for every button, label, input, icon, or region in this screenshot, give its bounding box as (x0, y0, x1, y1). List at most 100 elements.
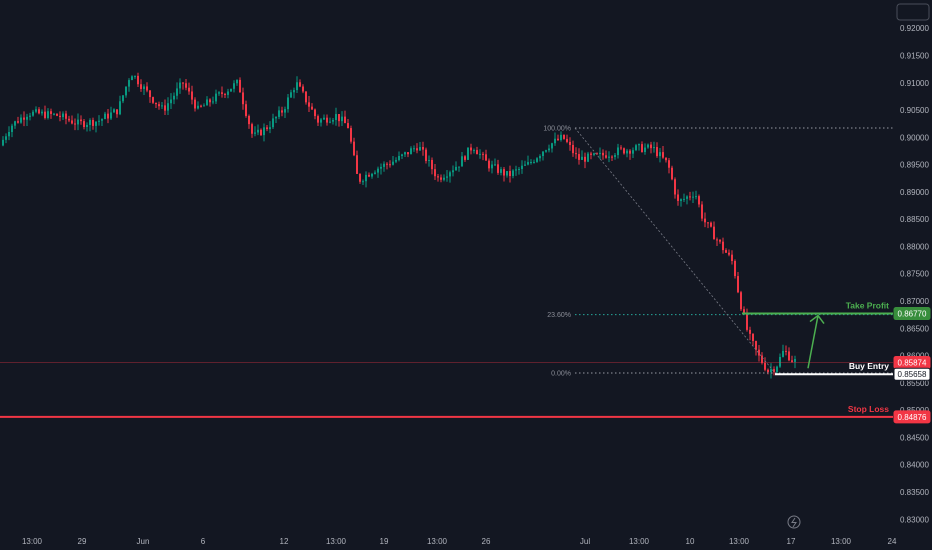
candle-body (587, 153, 589, 162)
candle-body (494, 164, 496, 166)
candle-body (557, 138, 559, 141)
candle-body (284, 109, 286, 113)
candle-body (746, 313, 748, 330)
candle-body (35, 109, 37, 112)
candle-body (212, 101, 214, 103)
candle-body (83, 121, 85, 128)
candle-body (674, 179, 676, 195)
candle-body (425, 149, 427, 161)
candle-body (698, 196, 700, 205)
candle-body (650, 144, 652, 149)
candle-body (773, 369, 775, 372)
candle-body (8, 131, 10, 137)
candle-body (227, 91, 229, 95)
take-profit-tag (893, 307, 931, 321)
y-tick-label: 0.86500 (900, 324, 929, 333)
candle-body (143, 86, 145, 89)
lightning-icon[interactable] (787, 515, 801, 529)
candle-body (311, 106, 313, 110)
candle-body (488, 160, 490, 169)
candle-body (5, 136, 7, 140)
candle-body (515, 169, 517, 171)
candle-body (644, 147, 646, 152)
y-tick-label: 0.90000 (900, 133, 929, 142)
x-tick-label: 29 (78, 537, 87, 546)
candle-body (362, 181, 364, 183)
candle-body (206, 99, 208, 106)
candle-body (710, 222, 712, 227)
candle-body (176, 88, 178, 96)
y-tick-label: 0.88500 (900, 215, 929, 224)
x-tick-label: 13:00 (22, 537, 43, 546)
candle-body (275, 116, 277, 119)
candle-body (59, 115, 61, 118)
x-tick-label: 6 (201, 537, 206, 546)
candle-body (551, 143, 553, 149)
candle-body (728, 252, 730, 255)
candle-body (335, 114, 337, 120)
candle-body (764, 362, 766, 370)
candle-body (104, 113, 106, 120)
candle-body (146, 86, 148, 91)
candle-body (221, 92, 223, 94)
candle-body (236, 79, 238, 84)
fib-level-label: 100.00% (543, 126, 571, 133)
candle-body (296, 82, 298, 91)
candle-body (353, 141, 355, 156)
candle-body (266, 127, 268, 130)
candle-body (449, 172, 451, 177)
candle-body (161, 105, 163, 107)
axis-price-box[interactable] (896, 3, 930, 21)
candle-body (656, 147, 658, 157)
candle-body (614, 155, 616, 157)
candle-body (320, 119, 322, 123)
candle-body (269, 127, 271, 130)
candle-body (647, 144, 649, 148)
stop-loss-tag (893, 410, 931, 424)
candle-body (485, 154, 487, 161)
fib-trend-line[interactable] (574, 127, 776, 374)
y-tick-label: 0.83500 (900, 488, 929, 497)
candle-body (254, 132, 256, 134)
candle-body (314, 109, 316, 117)
candle-body (179, 82, 181, 89)
candle-body (128, 80, 130, 87)
y-tick-label: 0.88000 (900, 242, 929, 251)
candle-body (203, 105, 205, 107)
candle-body (605, 155, 607, 158)
candle-body (653, 147, 655, 149)
candle-body (611, 156, 613, 158)
candle-body (518, 168, 520, 170)
candle-body (293, 90, 295, 93)
candle-body (164, 105, 166, 111)
candle-body (71, 120, 73, 124)
y-tick-label: 0.85500 (900, 379, 929, 388)
candle-body (452, 170, 454, 173)
candle-body (500, 169, 502, 173)
candle-body (458, 166, 460, 168)
candle-body (542, 151, 544, 157)
candle-body (407, 152, 409, 155)
candle-body (233, 83, 235, 89)
candle-body (686, 196, 688, 199)
candle-body (776, 366, 778, 372)
candle-body (422, 147, 424, 150)
candle-body (428, 159, 430, 161)
stop-loss-label: Stop Loss (848, 404, 889, 414)
candle-body (308, 102, 310, 107)
candle-body (17, 121, 19, 123)
candle-body (95, 121, 97, 126)
candle-body (695, 196, 697, 198)
candle-body (341, 116, 343, 122)
take-profit-label: Take Profit (846, 301, 889, 311)
candle-body (512, 170, 514, 177)
candle-body (761, 355, 763, 363)
price-axis: 0.92000 0.91500 0.91000 0.90500 0.90000 0.895… (893, 3, 931, 524)
candle-body (770, 369, 772, 373)
candle-body (11, 125, 13, 132)
y-tick-label: 0.83000 (900, 515, 929, 524)
buy-entry-tag (893, 367, 931, 381)
candle-body (470, 147, 472, 151)
